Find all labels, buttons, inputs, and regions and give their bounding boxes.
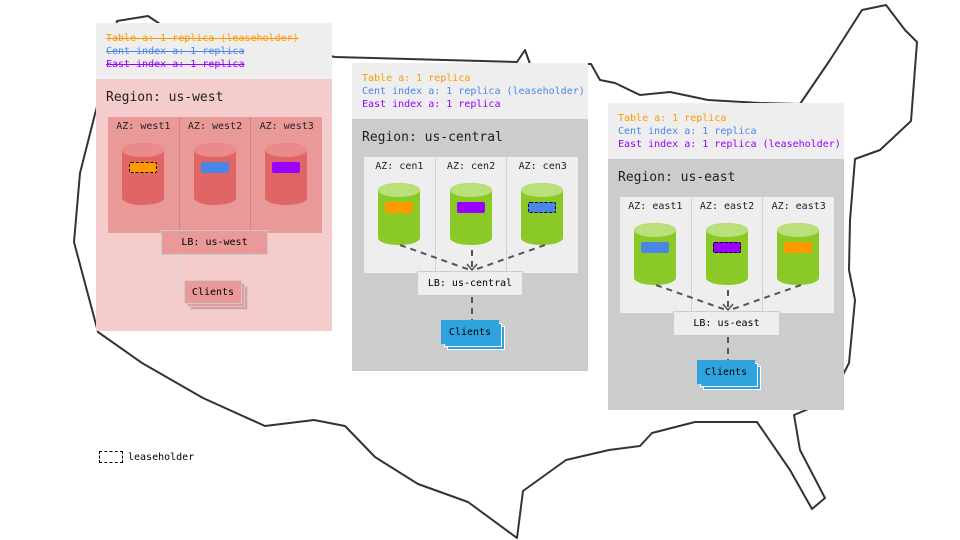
east-index-line: East index a: 1 replica (leaseholder) <box>618 139 841 150</box>
az-label: AZ: cen1 <box>375 161 424 172</box>
cent-index-line: Cent index a: 1 replica <box>106 46 245 57</box>
replica-cent <box>641 242 669 253</box>
replica-cent <box>200 162 229 173</box>
east-index-line: East index a: 1 replica <box>362 99 501 110</box>
region-label: Region: us-west <box>106 90 224 105</box>
table-replica-line: Table a: 1 replica (leaseholder) <box>106 33 299 44</box>
cent-index-line: Cent index a: 1 replica <box>618 126 757 137</box>
database-icon <box>193 143 236 205</box>
az-label: AZ: west3 <box>259 121 314 132</box>
az-label: AZ: east1 <box>628 201 683 212</box>
database-icon <box>122 143 164 205</box>
az-east1: AZ: east1 <box>620 197 692 313</box>
load-balancer-us-central: LB: us-central <box>417 271 523 296</box>
replica-east-leaseholder <box>712 242 741 253</box>
database-icon <box>521 183 564 245</box>
replica-summary: Table a: 1 replica (leaseholder) Cent in… <box>96 23 332 79</box>
region-us-east: Table a: 1 replica Cent index a: 1 repli… <box>608 103 844 410</box>
az-cen3: AZ: cen3 <box>507 157 578 273</box>
legend: leaseholder <box>99 451 194 463</box>
replica-east <box>456 202 485 213</box>
az-cen2: AZ: cen2 <box>436 157 508 273</box>
database-icon <box>265 143 308 205</box>
region-us-west: Table a: 1 replica (leaseholder) Cent in… <box>96 23 332 331</box>
az-label: AZ: cen2 <box>446 161 496 172</box>
legend-label: leaseholder <box>128 451 195 463</box>
az-east3: AZ: east3 <box>763 197 834 313</box>
az-east2: AZ: east2 <box>692 197 764 313</box>
replica-summary: Table a: 1 replica Cent index a: 1 repli… <box>352 63 588 119</box>
database-icon <box>378 183 420 245</box>
az-label: AZ: east2 <box>699 201 755 212</box>
az-west2: AZ: west2 <box>180 117 252 233</box>
database-icon <box>705 223 748 285</box>
replica-cent-leaseholder <box>528 202 557 213</box>
az-west1: AZ: west1 <box>108 117 180 233</box>
replica-summary: Table a: 1 replica Cent index a: 1 repli… <box>608 103 844 159</box>
clients-us-central: Clients <box>441 320 499 344</box>
az-label: AZ: east3 <box>771 201 826 212</box>
database-icon <box>777 223 820 285</box>
replica-east <box>272 162 301 173</box>
database-icon <box>449 183 492 245</box>
east-index-line: East index a: 1 replica <box>106 59 245 70</box>
clients-us-east: Clients <box>697 360 755 384</box>
load-balancer-us-east: LB: us-east <box>673 311 780 336</box>
az-label: AZ: west1 <box>116 121 171 132</box>
load-balancer-us-west: LB: us-west <box>161 230 268 255</box>
clients-us-west: Clients <box>184 280 242 304</box>
table-replica-line: Table a: 1 replica <box>618 113 727 124</box>
az-west3: AZ: west3 <box>251 117 322 233</box>
replica-table-leaseholder <box>129 162 157 173</box>
az-cen1: AZ: cen1 <box>364 157 436 273</box>
table-replica-line: Table a: 1 replica <box>362 73 471 84</box>
az-label: AZ: west2 <box>187 121 243 132</box>
leaseholder-dashed-box-icon <box>99 451 123 463</box>
region-label: Region: us-central <box>362 130 503 145</box>
database-icon <box>634 223 676 285</box>
replica-table <box>385 202 413 213</box>
cent-index-line: Cent index a: 1 replica (leaseholder) <box>362 86 585 97</box>
az-label: AZ: cen3 <box>518 161 567 172</box>
replica-table <box>784 242 813 253</box>
region-label: Region: us-east <box>618 170 736 185</box>
